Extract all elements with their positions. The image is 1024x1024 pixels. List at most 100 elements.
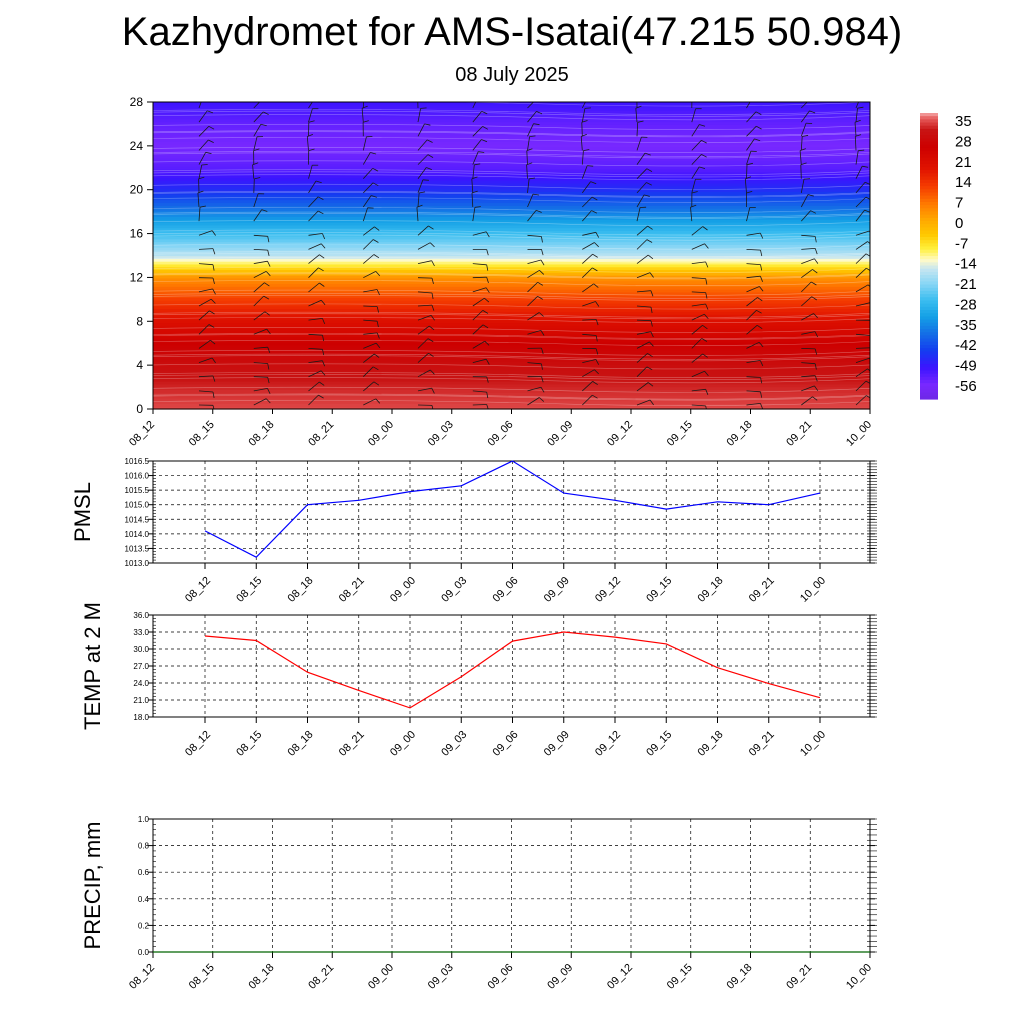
colorbar-label: -7 <box>955 235 968 252</box>
colorbar-swatch <box>920 252 938 257</box>
heatmap-band <box>153 171 870 176</box>
wind-barb <box>636 353 648 363</box>
wind-barb <box>472 151 479 165</box>
heatmap-band <box>153 322 870 326</box>
heatmap-band <box>153 305 870 310</box>
contour-line <box>153 130 870 137</box>
wind-barb-flag <box>471 190 478 194</box>
xtick-label: 09_00 <box>388 729 418 759</box>
wind-barb-flag <box>431 292 434 299</box>
heatmap-ytick-label: 12 <box>130 270 144 284</box>
wind-barb-flag <box>701 139 707 144</box>
wind-barb-flag <box>254 177 261 180</box>
wind-barb-flag <box>253 148 260 151</box>
heatmap-band <box>153 275 870 279</box>
wind-barb-flag <box>486 376 489 383</box>
wind-barb-flag <box>322 233 326 240</box>
heatmap-band <box>153 261 870 265</box>
wind-barb-flag <box>427 139 433 143</box>
heatmap-band <box>153 191 870 195</box>
heatmap-band <box>153 381 870 385</box>
wind-barb <box>472 297 485 307</box>
wind-barb <box>801 210 811 222</box>
wind-barb <box>308 360 323 363</box>
wind-barb <box>198 390 214 393</box>
wind-barb <box>197 192 200 208</box>
wind-barb-flag <box>705 303 709 310</box>
wind-barb <box>417 304 433 307</box>
ytick-label: 0.8 <box>138 842 150 851</box>
wind-barb-flag <box>486 249 489 256</box>
colorbar-swatch <box>920 284 938 289</box>
wind-barb-flag <box>541 376 544 383</box>
wind-barb <box>363 342 377 349</box>
heatmap-band <box>153 213 870 218</box>
wind-barb <box>198 339 211 349</box>
wind-barb <box>801 258 815 264</box>
contour-line <box>153 160 870 167</box>
wind-barb <box>417 242 431 250</box>
wind-barb <box>363 239 374 250</box>
xtick-label: 09_15 <box>665 962 695 992</box>
heatmap-xtick-label: 09_06 <box>486 419 516 449</box>
wind-barb <box>691 154 702 165</box>
wind-barb <box>582 319 597 321</box>
heatmap-xtick-label: 09_09 <box>545 419 575 449</box>
wind-barb-flag <box>322 318 326 325</box>
heatmap-band <box>153 241 870 245</box>
wind-barb-flag <box>704 313 709 319</box>
colorbar-swatch <box>920 122 938 127</box>
wind-barb-flag <box>759 286 764 292</box>
wind-barb-flag <box>536 209 542 213</box>
wind-barb <box>253 388 268 392</box>
contour-line <box>153 340 870 346</box>
heatmap-band <box>153 107 870 111</box>
xtick-label: 09_06 <box>491 729 521 759</box>
colorbar-swatch <box>920 173 938 178</box>
wind-barb <box>308 299 322 307</box>
heatmap-band <box>153 286 870 290</box>
wind-barb-flag <box>637 120 644 123</box>
wind-barb-flag <box>427 338 434 342</box>
colorbar-swatch <box>920 335 938 340</box>
heatmap-band <box>153 263 870 268</box>
wind-barb <box>636 290 651 293</box>
wind-barb-flag <box>541 236 543 243</box>
heatmap-band <box>153 383 870 388</box>
heatmap-xtick-label: 10_00 <box>844 419 874 449</box>
wind-barb <box>253 295 264 307</box>
colorbar-label: 35 <box>955 113 972 130</box>
wind-barb <box>527 330 542 335</box>
heatmap-band <box>153 115 870 120</box>
wind-barb-flag <box>322 335 325 342</box>
wind-barb-flag <box>802 134 809 137</box>
wind-barb <box>362 152 371 165</box>
wind-barb-flag <box>813 313 818 319</box>
wind-barb-flag <box>799 148 806 151</box>
colorbar-label: 28 <box>955 133 972 150</box>
wind-barb-flag <box>208 125 215 130</box>
wind-barb-flag <box>484 340 490 346</box>
contour-line <box>153 372 870 378</box>
wind-barb <box>253 260 268 264</box>
wind-barb-flag <box>207 110 214 114</box>
wind-barb <box>746 164 748 179</box>
wind-barb <box>472 207 476 222</box>
wind-barb-flag <box>704 370 709 377</box>
colorbar-swatch <box>920 113 938 117</box>
wind-barb-flag <box>537 98 542 101</box>
ytick-label: 1015.0 <box>125 501 150 510</box>
wind-barb <box>746 310 757 321</box>
xtick-label: 09_09 <box>545 962 575 992</box>
wind-barb-flag <box>650 320 653 327</box>
wind-barb <box>801 296 812 307</box>
xtick-label: 09_21 <box>747 729 777 759</box>
wind-barb <box>527 269 540 279</box>
heatmap-band <box>153 152 870 156</box>
wind-barb-flag <box>538 312 544 317</box>
wind-barb-flag <box>371 195 378 198</box>
wind-barb <box>526 164 528 179</box>
wind-barb <box>855 253 867 264</box>
wind-barb <box>308 333 323 336</box>
wind-barb-flag <box>308 148 315 151</box>
